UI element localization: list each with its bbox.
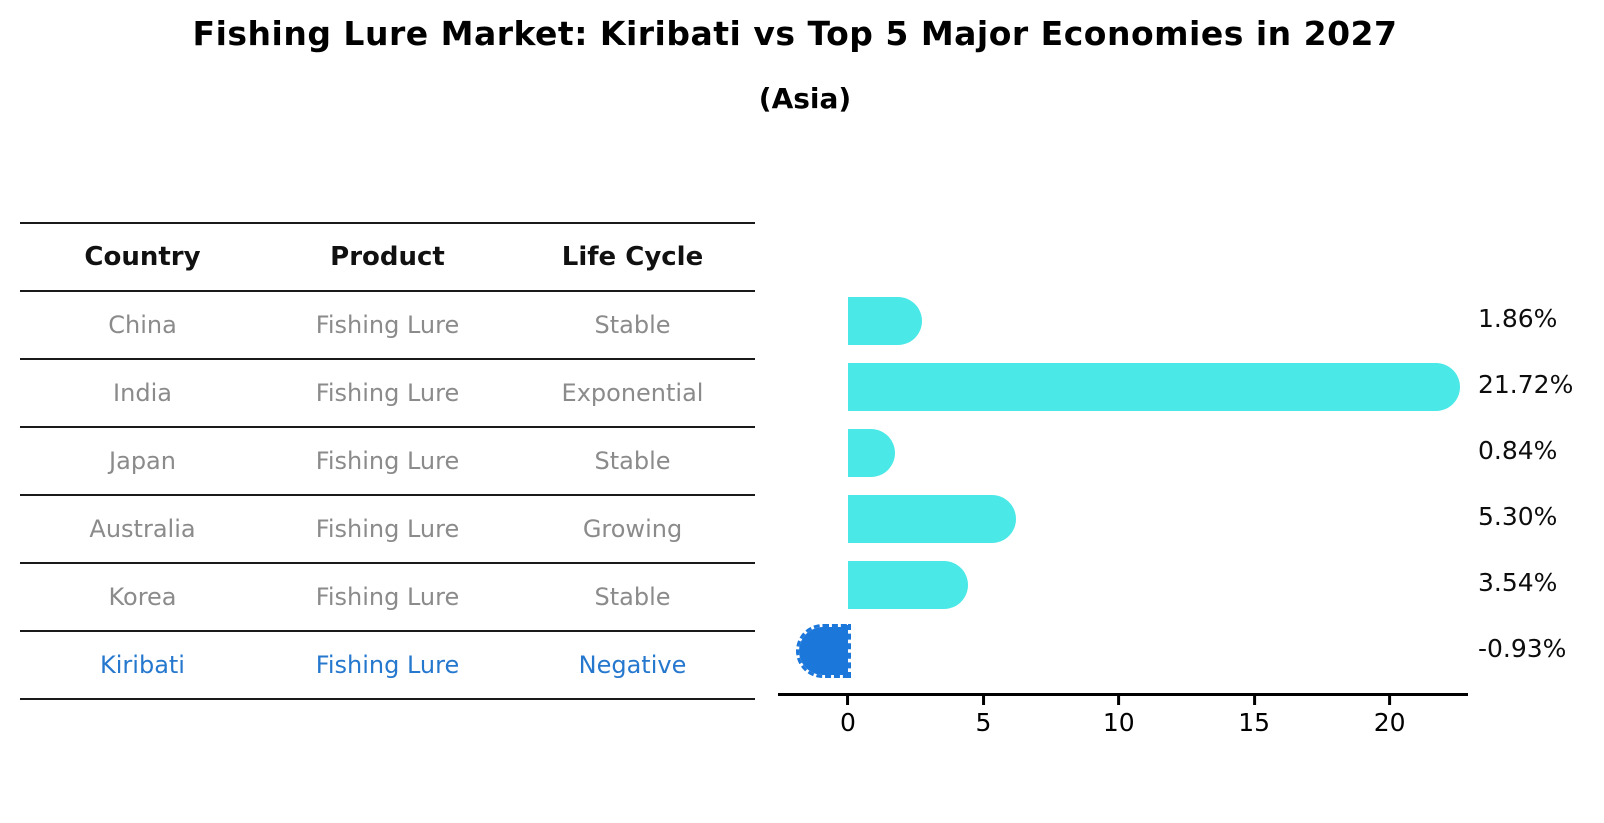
cell-life-cycle: Growing — [582, 515, 683, 543]
x-tick: 20 — [1374, 696, 1406, 737]
x-tick: 15 — [1238, 696, 1270, 737]
country-table: Country Product Life Cycle China Fishing… — [20, 222, 755, 700]
bar-value-label: 1.86% — [1478, 304, 1558, 333]
bar-china — [848, 297, 923, 345]
table-row: India Fishing Lure Exponential — [20, 358, 755, 426]
table-row: Japan Fishing Lure Stable — [20, 426, 755, 494]
table-row: China Fishing Lure Stable — [20, 290, 755, 358]
x-tick-label: 20 — [1373, 708, 1406, 737]
cell-product: Fishing Lure — [315, 583, 460, 611]
x-tick-mark — [1252, 696, 1256, 705]
bar-value-label: 3.54% — [1478, 568, 1558, 597]
bar-kiribati — [795, 624, 851, 678]
cell-country: Korea — [108, 583, 177, 611]
x-tick-label: 10 — [1102, 708, 1135, 737]
chart-title: Fishing Lure Market: Kiribati vs Top 5 M… — [192, 14, 1398, 53]
cell-life-cycle: Stable — [594, 583, 671, 611]
cell-product: Fishing Lure — [315, 515, 460, 543]
x-tick-mark — [1117, 696, 1121, 705]
cell-product: Fishing Lure — [315, 379, 460, 407]
x-tick: 10 — [1103, 696, 1135, 737]
x-tick-label: 5 — [975, 708, 992, 737]
bar-value-label: 0.84% — [1478, 436, 1558, 465]
bar-japan — [848, 429, 895, 477]
cell-country: Kiribati — [100, 651, 185, 679]
header-country: Country — [84, 242, 201, 272]
cell-life-cycle: Stable — [594, 447, 671, 475]
x-tick-mark — [1388, 696, 1392, 705]
x-tick: 5 — [975, 696, 991, 737]
cell-product: Fishing Lure — [315, 447, 460, 475]
bar-value-label: 5.30% — [1478, 502, 1558, 531]
x-tick-label: 15 — [1238, 708, 1271, 737]
x-tick-mark — [846, 696, 850, 705]
cell-product: Fishing Lure — [315, 311, 460, 339]
bar-australia — [848, 495, 1016, 543]
table-header-row: Country Product Life Cycle — [20, 222, 755, 290]
cell-country: Japan — [109, 447, 176, 475]
bar-value-label: -0.93% — [1478, 634, 1567, 663]
cell-country: India — [113, 379, 172, 407]
x-tick-mark — [981, 696, 985, 705]
cell-country: China — [108, 311, 177, 339]
table-row-kiribati: Kiribati Fishing Lure Negative — [20, 630, 755, 698]
cell-country: Australia — [89, 515, 196, 543]
bar-korea — [848, 561, 968, 609]
bar-india — [848, 363, 1461, 411]
header-product: Product — [330, 242, 445, 272]
header-life-cycle: Life Cycle — [561, 242, 704, 272]
chart-subtitle: (Asia) — [758, 82, 852, 115]
table-row: Australia Fishing Lure Growing — [20, 494, 755, 562]
x-tick-label: 0 — [840, 708, 856, 737]
x-axis-line — [778, 693, 1468, 696]
cell-life-cycle: Negative — [578, 651, 687, 679]
cell-product: Fishing Lure — [315, 651, 460, 679]
cell-life-cycle: Exponential — [561, 379, 704, 407]
table-row: Korea Fishing Lure Stable — [20, 562, 755, 630]
bar-value-label: 21.72% — [1478, 370, 1574, 399]
x-tick: 0 — [840, 696, 856, 737]
cell-life-cycle: Stable — [594, 311, 671, 339]
